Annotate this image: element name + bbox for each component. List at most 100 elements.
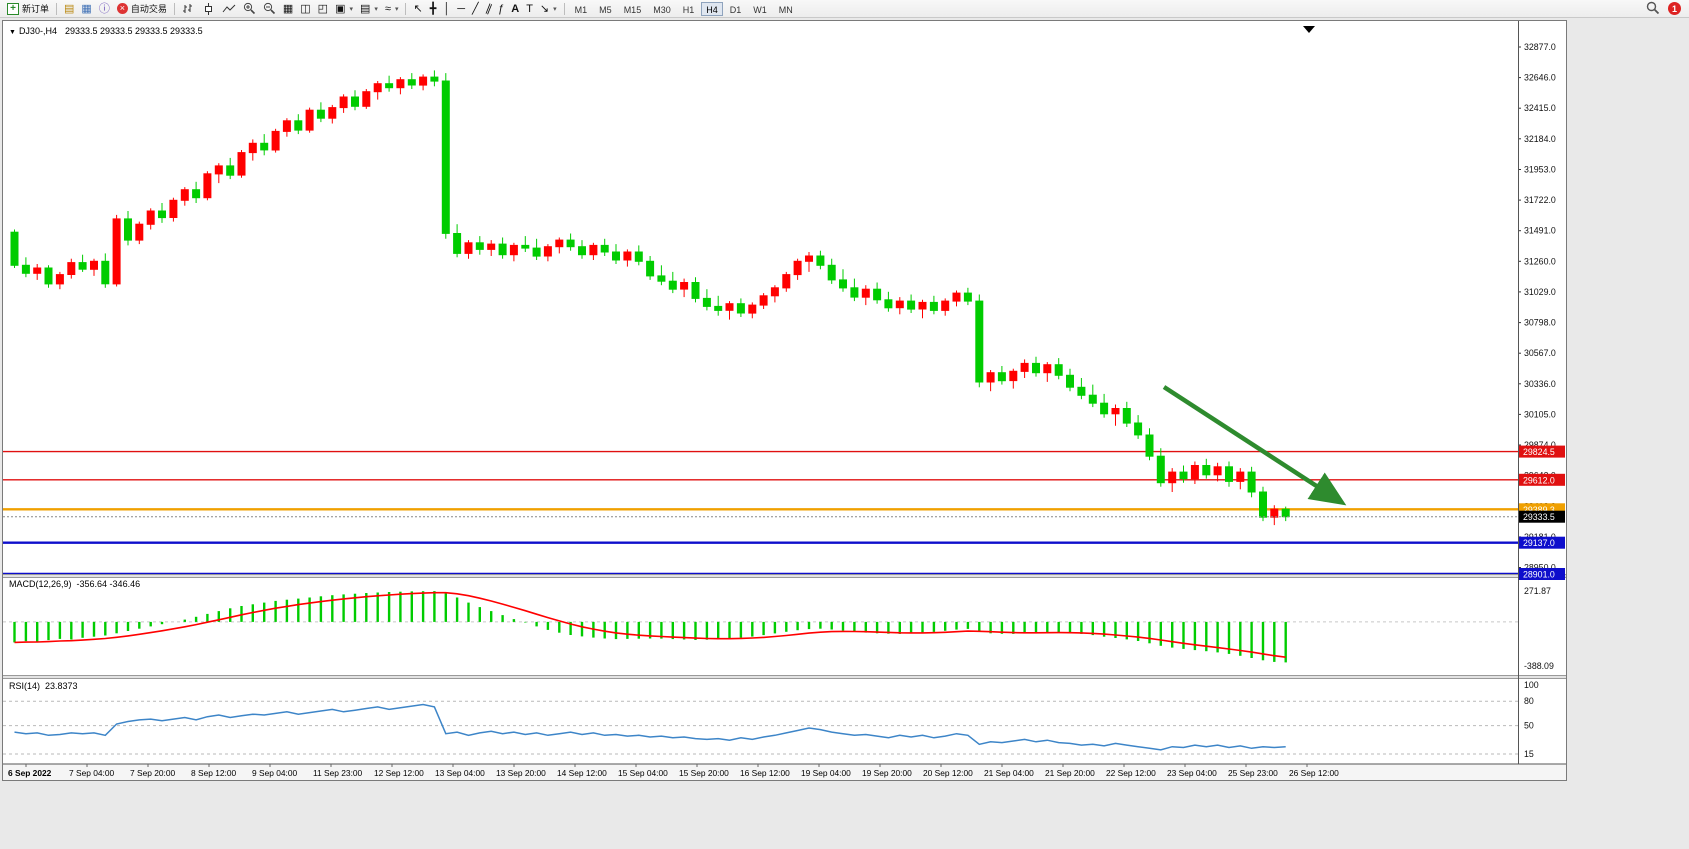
text-icon[interactable]: A (511, 2, 520, 15)
equidistant-channel-icon[interactable]: ∥ (483, 1, 494, 16)
line-chart-icon[interactable] (219, 1, 239, 17)
vertical-line-icon[interactable]: │ (443, 2, 451, 15)
svg-text:28901.0: 28901.0 (1523, 570, 1555, 580)
horizontal-line-icon[interactable]: ─ (457, 2, 465, 15)
svg-text:20 Sep 12:00: 20 Sep 12:00 (923, 768, 973, 778)
data-window-icon[interactable]: ▦ (81, 2, 92, 15)
svg-text:100: 100 (1524, 680, 1539, 690)
svg-text:31029.0: 31029.0 (1524, 287, 1556, 297)
toolbar-separator (173, 2, 175, 15)
time-axis[interactable]: 6 Sep 2022 7 Sep 04:00 7 Sep 20:00 8 Sep 12… (8, 764, 1339, 778)
price-label-box: 29612.0 (1519, 473, 1565, 486)
cascade-windows-icon[interactable]: ◰ (317, 2, 329, 15)
toolbar-separator (563, 2, 565, 15)
toolbar-separator (56, 2, 58, 15)
bar-chart-icon[interactable] (179, 1, 198, 17)
arrow-tool-icon: ↘ (539, 2, 550, 15)
svg-text:271.87: 271.87 (1524, 586, 1551, 596)
svg-text:22 Sep 12:00: 22 Sep 12:00 (1106, 768, 1156, 778)
svg-text:16 Sep 12:00: 16 Sep 12:00 (740, 768, 790, 778)
svg-text:80: 80 (1524, 696, 1534, 706)
svg-text:31491.0: 31491.0 (1524, 226, 1556, 236)
svg-text:32184.0: 32184.0 (1524, 134, 1556, 144)
timeframe-m1[interactable]: M1 (574, 4, 588, 15)
timeframe-m30[interactable]: M30 (653, 4, 671, 15)
svg-text:31722.0: 31722.0 (1524, 195, 1556, 205)
timeframe-h4[interactable]: H4 (701, 1, 723, 16)
price-label-box: 29333.5 (1519, 510, 1565, 523)
svg-text:29874.0: 29874.0 (1524, 440, 1556, 450)
new-chart-button[interactable]: ▣ ▾ (332, 1, 356, 17)
svg-text:15 Sep 04:00: 15 Sep 04:00 (618, 768, 668, 778)
macd-signal-line (14, 591, 1286, 658)
svg-text:6 Sep 2022: 6 Sep 2022 (8, 768, 52, 778)
svg-text:7 Sep 04:00: 7 Sep 04:00 (69, 768, 115, 778)
svg-text:7 Sep 20:00: 7 Sep 20:00 (130, 768, 176, 778)
cursor-icon[interactable]: ↖ (413, 2, 423, 15)
navigator-icon[interactable]: ⓘ (98, 2, 110, 15)
autotrading-icon: × (116, 3, 128, 14)
chart-window: 32877.0 32646.0 32415.0 32184.0 31953.0 31722… (2, 20, 1567, 781)
timeframe-mn[interactable]: MN (778, 4, 793, 15)
crosshair-icon[interactable]: ╋ (429, 2, 437, 15)
svg-text:32877.0: 32877.0 (1524, 42, 1556, 52)
svg-text:9 Sep 04:00: 9 Sep 04:00 (252, 768, 298, 778)
timeframe-m5[interactable]: M5 (599, 4, 612, 15)
profiles-button[interactable]: ▤ ▾ (357, 1, 381, 17)
svg-text:30798.0: 30798.0 (1524, 318, 1556, 328)
macd-histogram (13, 591, 1287, 663)
svg-text:-388.09: -388.09 (1524, 661, 1554, 671)
timeframe-buttons: M1 M5 M15 M30 H1 H4 D1 W1 MN (569, 1, 799, 16)
profiles-icon: ▤ (359, 2, 371, 15)
new-order-button[interactable]: + 新订单 (4, 1, 52, 17)
timeframe-d1[interactable]: D1 (729, 4, 742, 15)
svg-text:23 Sep 04:00: 23 Sep 04:00 (1167, 768, 1217, 778)
rsi-line (14, 703, 1286, 751)
svg-text:13 Sep 04:00: 13 Sep 04:00 (435, 768, 485, 778)
new-order-label: 新订单 (22, 4, 50, 14)
text-label-icon[interactable]: T (526, 2, 533, 15)
svg-text:26 Sep 12:00: 26 Sep 12:00 (1289, 768, 1339, 778)
svg-text:50: 50 (1524, 721, 1534, 731)
indicators-button[interactable]: ≈ ▾ (382, 1, 402, 17)
market-watch-icon[interactable]: ▤ (64, 2, 75, 15)
tile-windows-icon[interactable]: ▦ (282, 2, 294, 15)
arrange-windows-icon[interactable]: ◫ (300, 2, 311, 15)
svg-text:8 Sep 12:00: 8 Sep 12:00 (191, 768, 237, 778)
svg-text:31953.0: 31953.0 (1524, 165, 1556, 175)
svg-text:15: 15 (1524, 749, 1534, 759)
notification-badge[interactable]: 1 (1668, 2, 1681, 15)
svg-text:31260.0: 31260.0 (1524, 256, 1556, 266)
arrows-tool-button[interactable]: ↘ ▾ (537, 1, 560, 17)
zoom-in-icon[interactable] (240, 1, 259, 17)
svg-text:19 Sep 04:00: 19 Sep 04:00 (801, 768, 851, 778)
price-label-box: 28901.0 (1519, 568, 1565, 580)
new-order-icon: + (7, 2, 19, 15)
timeframe-m15[interactable]: M15 (623, 4, 642, 15)
timeframe-h1[interactable]: H1 (682, 4, 695, 15)
chevron-down-icon: ▾ (374, 5, 378, 13)
toolbar: + 新订单 ▤ ▦ ⓘ × 自动交易 ▦ ◫ ◰ ▣ ▾ ▤ ▾ ≈ ▾ ↖ ╋ │ … (0, 0, 1689, 18)
chevron-down-icon: ▾ (394, 5, 399, 13)
svg-text:29612.0: 29612.0 (1523, 475, 1555, 485)
fibonacci-icon[interactable]: ƒ (498, 2, 505, 15)
autotrading-button[interactable]: × 自动交易 (114, 1, 170, 17)
price-label-box: 29137.0 (1519, 536, 1565, 549)
chart-canvas[interactable]: 32877.0 32646.0 32415.0 32184.0 31953.0 31722… (3, 21, 1566, 780)
chevron-down-icon: ▾ (349, 5, 353, 13)
svg-text:21 Sep 20:00: 21 Sep 20:00 (1045, 768, 1095, 778)
zoom-out-icon[interactable] (260, 1, 279, 17)
svg-text:28950.0: 28950.0 (1524, 563, 1556, 573)
svg-text:14 Sep 12:00: 14 Sep 12:00 (557, 768, 607, 778)
trendline-icon[interactable]: ╱ (471, 2, 479, 15)
svg-text:29824.5: 29824.5 (1523, 447, 1555, 457)
svg-text:30336.0: 30336.0 (1524, 379, 1556, 389)
svg-text:32646.0: 32646.0 (1524, 73, 1556, 83)
price-label-box: 29824.5 (1519, 445, 1565, 458)
svg-text:30105.0: 30105.0 (1524, 409, 1556, 419)
timeframe-w1[interactable]: W1 (753, 4, 767, 15)
chart-dropdown-icon[interactable]: ▼ (9, 29, 16, 36)
search-icon[interactable] (1646, 1, 1660, 17)
candlestick-chart-icon[interactable] (199, 1, 218, 17)
new-chart-icon: ▣ (335, 2, 346, 15)
